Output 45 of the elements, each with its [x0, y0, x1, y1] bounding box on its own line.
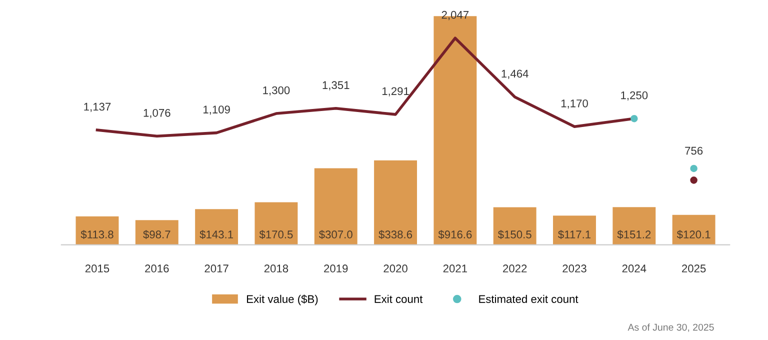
x-tick-label: 2016	[145, 264, 169, 272]
data-label: $916.6	[438, 230, 472, 240]
data-label: 1,109	[203, 106, 230, 115]
data-label: 1,250	[621, 91, 648, 101]
x-tick-label: 2021	[443, 264, 467, 272]
legend-label: Exit value ($B)	[247, 294, 318, 306]
data-label: $98.7	[143, 230, 170, 240]
bar	[374, 160, 417, 245]
bar	[135, 220, 178, 245]
data-label: 1,464	[502, 70, 528, 79]
data-label: 1,291	[382, 87, 409, 96]
bar	[612, 207, 656, 245]
data-label: 1,351	[322, 81, 350, 90]
data-label: $120.1	[676, 230, 710, 240]
x-tick-label: 2024	[622, 264, 646, 272]
legend-label: Exit count	[374, 294, 423, 304]
bar	[195, 209, 238, 245]
data-label: $143.1	[200, 230, 233, 240]
bar	[254, 202, 298, 245]
x-tick-label: 2018	[264, 264, 288, 272]
data-label: $113.8	[80, 230, 114, 240]
data-label: $150.5	[498, 230, 532, 240]
x-tick-label: 2019	[324, 264, 348, 272]
bar	[553, 216, 596, 245]
x-tick-label: 2022	[503, 264, 527, 272]
bar	[493, 207, 536, 245]
data-label: 1,137	[84, 102, 111, 112]
text: As of June 30, 2025	[628, 324, 714, 332]
x-tick-label: 2025	[682, 264, 706, 272]
legend-label: Estimated exit count	[479, 294, 578, 304]
data-label: $170.5	[259, 230, 293, 240]
data-label: $151.2	[617, 230, 651, 240]
data-label: 1,170	[561, 99, 588, 109]
x-tick-label: 2020	[384, 264, 408, 272]
bar	[314, 168, 358, 245]
data-label: 756	[685, 146, 703, 155]
data-label: 1,300	[263, 86, 290, 96]
data-label: $338.6	[378, 230, 412, 240]
data-label: $307.0	[318, 230, 352, 240]
x-tick-label: 2023	[562, 264, 586, 272]
data-label: 1,076	[144, 108, 170, 118]
data-label: $117.1	[558, 230, 591, 240]
x-tick-label: 2015	[85, 264, 110, 272]
x-tick-label: 2017	[204, 264, 228, 272]
bar	[672, 214, 716, 245]
